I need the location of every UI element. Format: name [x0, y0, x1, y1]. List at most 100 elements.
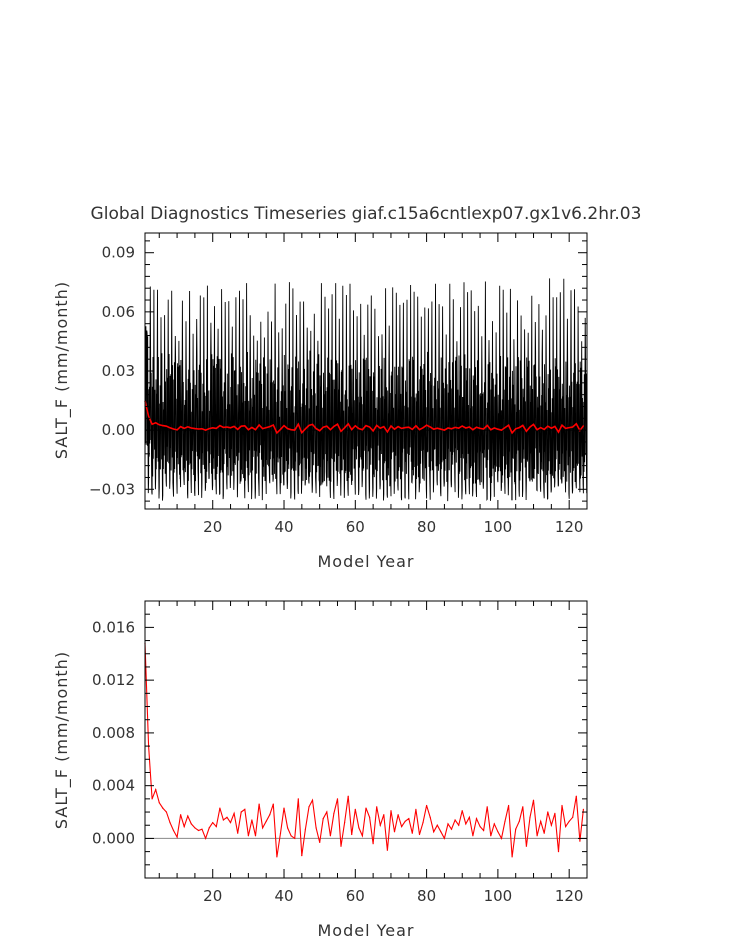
top-annual-point — [319, 430, 321, 432]
top-annual-point — [197, 428, 200, 430]
bottom-annual-point — [304, 828, 306, 830]
bottom-annual-point — [500, 837, 503, 840]
bottom-annual-point — [486, 806, 488, 808]
top-annual-point — [525, 430, 528, 432]
top-annual-point — [344, 427, 346, 429]
top-annual-point — [572, 426, 574, 428]
bottom-annual-point — [151, 798, 153, 800]
top-annual-point — [172, 428, 175, 430]
bottom-annual-point — [229, 822, 232, 824]
top-annual-point — [287, 428, 289, 430]
bottom-annual-point — [169, 822, 171, 824]
bottom-annual-point — [247, 835, 249, 837]
top-annual-point — [201, 428, 203, 430]
bottom-annual-point — [347, 795, 349, 797]
bottom-annual-point — [215, 826, 217, 828]
top-annual-point — [269, 426, 271, 428]
bottom-plot-frame — [144, 600, 588, 879]
bottom-annual-point — [340, 845, 342, 847]
chart-title: Global Diagnostics Timeseries giaf.c15a6… — [91, 204, 642, 224]
bottom-annual-point — [254, 835, 257, 837]
bottom-annual-point — [301, 855, 303, 857]
top-annual-point — [258, 424, 260, 426]
bottom-annual-point — [458, 824, 460, 826]
bottom-annual-point — [201, 828, 203, 830]
bottom-annual-point — [404, 820, 406, 822]
bottom-annual-point — [361, 835, 363, 837]
top-annual-point — [429, 426, 431, 428]
bottom-annual-point — [308, 806, 310, 808]
top-annual-point — [497, 428, 499, 430]
top-annual-point — [212, 427, 214, 429]
top-annual-point — [190, 427, 192, 429]
top-x-tick-label: 20 — [203, 518, 222, 536]
top-x-tick-label: 60 — [346, 518, 365, 536]
top-annual-point — [561, 424, 563, 426]
top-annual-point — [436, 427, 438, 429]
top-annual-point — [568, 427, 570, 429]
top-annual-point — [404, 427, 406, 429]
top-annual-point — [251, 426, 253, 428]
bottom-annual-point — [536, 835, 538, 837]
bottom-annual-point — [447, 823, 449, 825]
top-annual-point — [383, 426, 385, 428]
bottom-annual-point — [276, 856, 278, 858]
top-annual-point — [301, 432, 303, 434]
bottom-annual-point — [468, 816, 470, 818]
top-x-tick-label: 40 — [274, 518, 293, 536]
top-annual-point — [158, 424, 160, 426]
top-annual-point — [219, 425, 221, 427]
bottom-annual-point — [237, 832, 239, 834]
bottom-annual-point — [561, 804, 563, 807]
bottom-y-tick-label: 0.000 — [92, 829, 135, 847]
bottom-annual-point — [450, 828, 453, 830]
bottom-annual-point — [287, 827, 289, 829]
top-annual-point — [208, 428, 210, 430]
bottom-annual-point — [162, 807, 164, 809]
top-annual-point — [329, 429, 331, 431]
top-annual-point — [475, 426, 478, 428]
bottom-annual-point — [269, 814, 271, 816]
bottom-annual-point — [522, 806, 524, 808]
top-annual-point — [479, 427, 481, 429]
top-annual-point — [454, 426, 456, 428]
bottom-annual-point — [493, 823, 495, 825]
bottom-annual-point — [540, 820, 542, 822]
top-annual-point — [500, 429, 503, 431]
top-annual-point — [276, 432, 278, 434]
top-annual-point — [440, 428, 442, 430]
top-annual-point — [369, 426, 371, 428]
top-annual-point — [176, 429, 178, 431]
bottom-annual-point — [479, 826, 481, 828]
bottom-annual-point — [351, 833, 353, 836]
top-annual-point — [351, 429, 353, 431]
bottom-annual-point — [550, 824, 553, 826]
top-annual-point — [376, 424, 378, 426]
bottom-x-tick-label: 120 — [555, 887, 584, 905]
bottom-annual-point — [383, 814, 385, 816]
top-annual-point — [169, 427, 171, 429]
top-y-tick-label: 0.03 — [102, 362, 135, 380]
bottom-annual-point — [258, 803, 260, 805]
bottom-panel: 20 40 60 80 100 1200.0000.0040.0080.0120.016 … — [52, 600, 588, 940]
bottom-annual-point — [465, 823, 467, 825]
top-annual-point — [504, 427, 506, 429]
top-annual-point — [540, 427, 542, 429]
top-annual-point — [187, 426, 189, 428]
bottom-annual-point — [443, 837, 445, 840]
top-annual-point — [426, 424, 428, 426]
bottom-annual-point — [336, 798, 339, 800]
top-annual-point — [415, 425, 417, 427]
top-annual-point — [529, 426, 531, 428]
top-annual-point — [229, 427, 232, 429]
bottom-annual-point — [297, 798, 299, 800]
bottom-annual-point — [393, 831, 396, 833]
top-annual-point — [461, 425, 463, 427]
top-annual-point — [465, 427, 467, 429]
bottom-annual-point — [525, 845, 528, 847]
bottom-annual-point — [436, 824, 438, 826]
bottom-annual-point — [411, 832, 413, 834]
bottom-annual-point — [575, 795, 577, 797]
top-annual-point — [155, 422, 157, 424]
